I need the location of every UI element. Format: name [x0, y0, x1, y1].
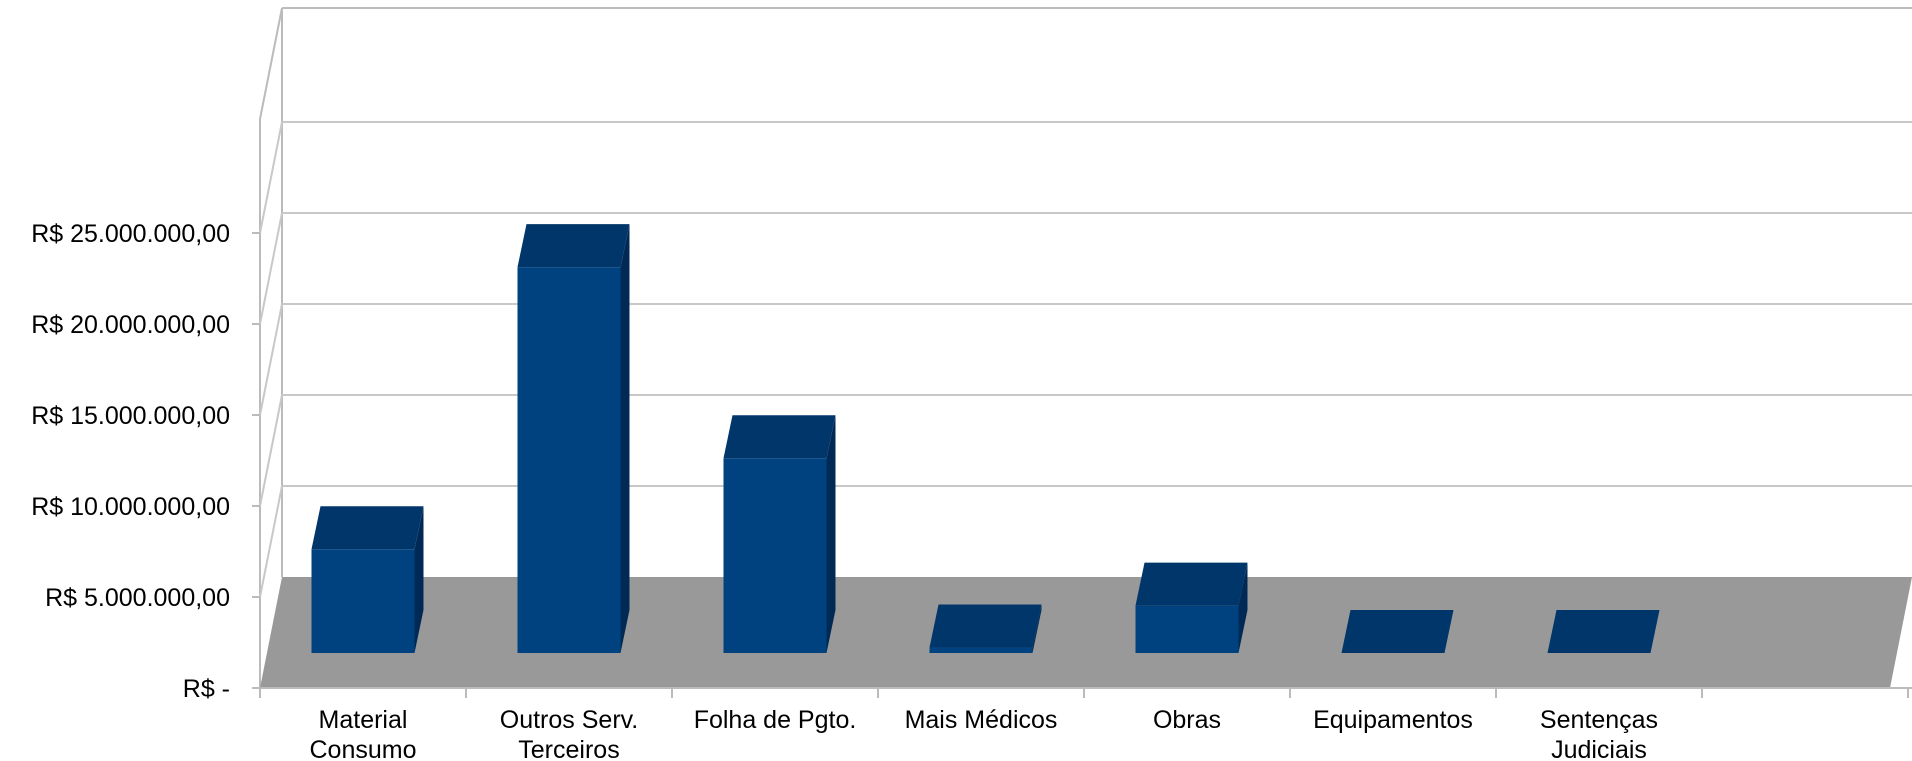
side-gridline — [259, 485, 283, 598]
y-tick-label: R$ 20.000.000,00 — [31, 311, 230, 339]
y-tick-label: R$ - — [183, 675, 230, 703]
bar — [723, 415, 836, 653]
bar-top — [1135, 562, 1248, 606]
bar-side — [1238, 562, 1248, 653]
x-category-label: Terceiros — [518, 736, 619, 761]
bar-front — [1135, 605, 1239, 653]
bar-front — [723, 458, 827, 653]
bar-front — [311, 549, 415, 653]
side-gridline — [259, 394, 283, 507]
x-category-label: Folha de Pgto. — [694, 706, 857, 734]
bar-top — [517, 224, 630, 268]
bar — [1547, 610, 1660, 653]
x-category-label: Equipamentos — [1313, 706, 1473, 734]
bar-side — [620, 224, 630, 653]
bar-front — [517, 267, 621, 653]
bar — [517, 224, 630, 653]
side-gridline — [259, 121, 283, 234]
y-tick-label: R$ 10.000.000,00 — [31, 493, 230, 521]
bars — [311, 224, 1660, 653]
side-gridline — [259, 212, 283, 325]
x-category-label: Outros Serv. — [500, 706, 638, 734]
chart-floor — [260, 577, 1912, 688]
x-category-label: Judiciais — [1551, 736, 1647, 761]
bar-top — [1547, 610, 1660, 653]
bar-side — [414, 506, 424, 653]
floor-plane — [260, 577, 1912, 688]
bar-top — [723, 415, 836, 459]
bar — [311, 506, 424, 653]
x-category-label: Mais Médicos — [905, 706, 1058, 734]
x-category-label: Material — [319, 706, 408, 734]
y-tick-label: R$ 5.000.000,00 — [45, 584, 230, 612]
side-wall-top-edge — [259, 7, 283, 120]
bar — [1135, 562, 1248, 653]
bar-top — [929, 604, 1042, 648]
bar-top — [1341, 610, 1454, 653]
bar — [929, 604, 1042, 653]
y-tick-label: R$ 15.000.000,00 — [31, 402, 230, 430]
bar-side — [1032, 604, 1042, 653]
bar-top — [311, 506, 424, 550]
x-category-label: Sentenças — [1540, 706, 1658, 734]
y-axis-tick-labels: R$ - R$ 5.000.000,00 R$ 10.000.000,00 R$ 15… — [31, 220, 230, 703]
bar — [1341, 610, 1454, 653]
bar-front — [929, 647, 1033, 653]
bar-side — [826, 415, 836, 653]
y-tick-label: R$ 25.000.000,00 — [31, 220, 230, 248]
x-category-label: Consumo — [310, 736, 417, 761]
side-gridline — [259, 303, 283, 416]
x-category-label: Obras — [1153, 706, 1221, 734]
